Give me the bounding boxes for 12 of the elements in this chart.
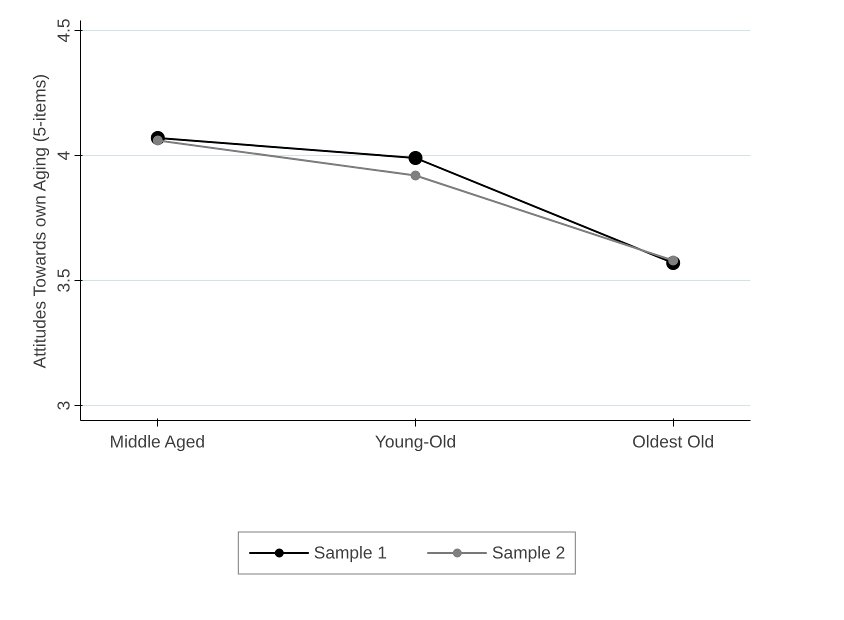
legend-label: Sample 1 xyxy=(314,542,387,564)
y-tick-label: 4 xyxy=(54,150,74,160)
y-tick-label: 3.5 xyxy=(54,268,74,293)
legend-label: Sample 2 xyxy=(492,542,566,564)
x-tick-label: Middle Aged xyxy=(110,432,206,452)
point xyxy=(410,170,420,180)
y-axis-title: Attitudes Towards own Aging (5-items) xyxy=(30,74,50,368)
point xyxy=(408,151,422,165)
x-tick-label: Young-Old xyxy=(374,432,456,452)
y-tick-label: 3 xyxy=(54,400,74,410)
x-tick-label: Oldest Old xyxy=(632,432,714,452)
y-tick-label: 4.5 xyxy=(54,18,74,43)
